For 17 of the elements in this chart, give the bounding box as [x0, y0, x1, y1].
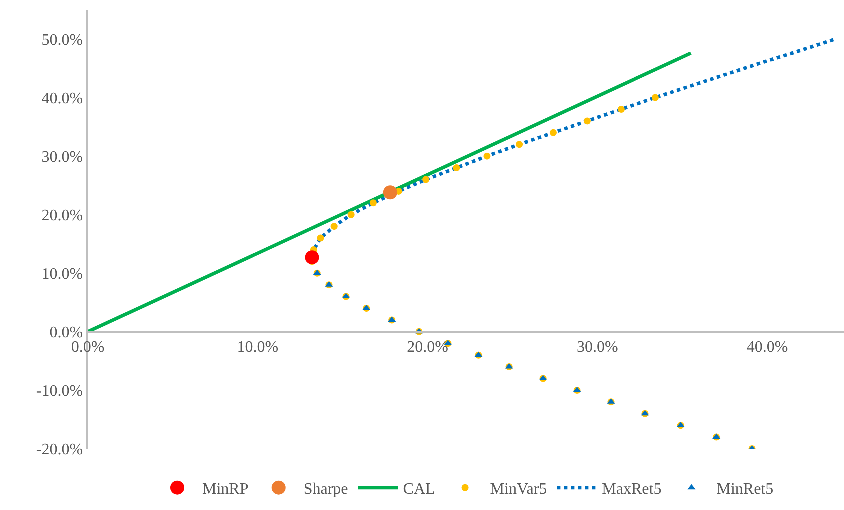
y-tick-label: -10.0%	[36, 383, 84, 400]
legend-label: Sharpe	[304, 481, 348, 498]
y-tick-label: -20.0%	[36, 442, 84, 459]
legend-label: MinVar5	[490, 481, 548, 498]
y-tick-label: 10.0%	[42, 266, 84, 283]
x-tick-label: 10.0%	[237, 338, 279, 356]
y-tick-label: 20.0%	[42, 207, 84, 224]
y-tick-label: 40.0%	[42, 90, 84, 108]
legend-label: MinRet5	[716, 481, 774, 498]
x-tick-label: 40.0%	[746, 338, 788, 356]
y-tick-label: 50.0%	[42, 32, 84, 49]
legend-label: MaxRet5	[602, 481, 662, 498]
y-tick-label: 30.0%	[42, 148, 84, 166]
x-tick-label: 20.0%	[407, 338, 448, 356]
legend-label: MinRP	[202, 481, 249, 498]
legend-label: CAL	[403, 481, 436, 498]
x-tick-label: 30.0%	[576, 338, 618, 356]
